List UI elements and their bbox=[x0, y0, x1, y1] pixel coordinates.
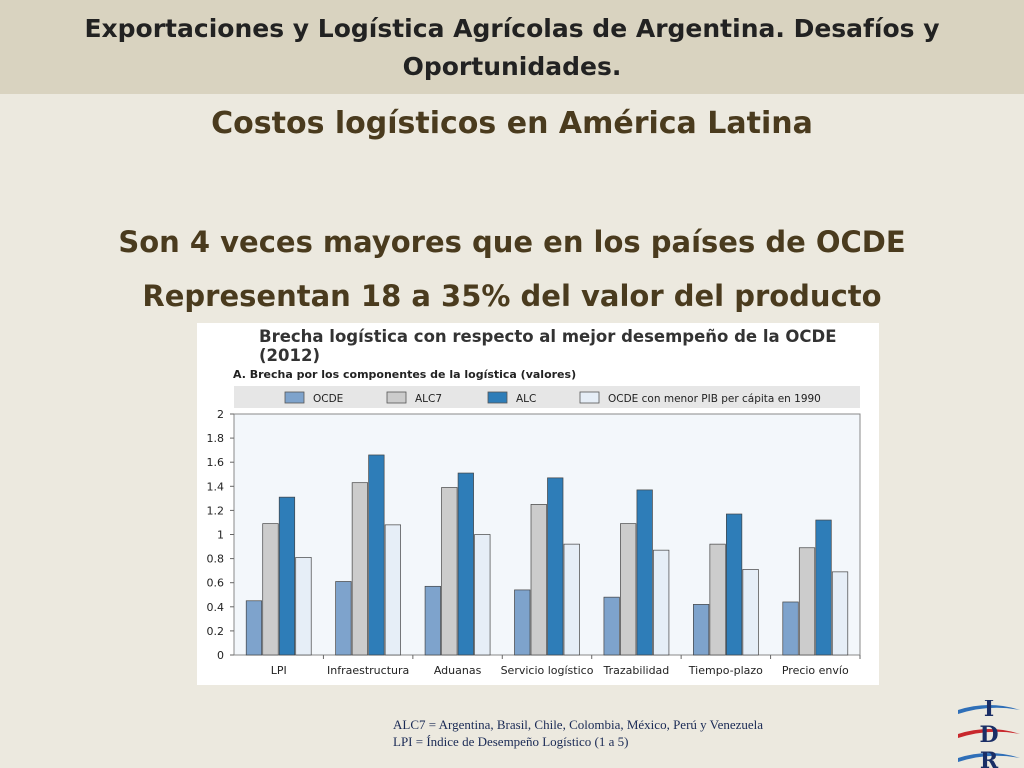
chart-panel-title: A. Brecha por los componentes de la logí… bbox=[233, 368, 577, 381]
bar-4-1 bbox=[514, 589, 531, 656]
legend-swatch-3 bbox=[487, 391, 508, 404]
bar-4-2 bbox=[530, 504, 547, 656]
legend-label-3: ALC bbox=[516, 393, 536, 405]
bar-3-1 bbox=[424, 585, 441, 656]
y-tick-label-0: 0 bbox=[217, 649, 224, 662]
bar-7-2 bbox=[798, 547, 816, 656]
logo-letter-d: D bbox=[979, 722, 998, 748]
bar-2-3 bbox=[368, 454, 385, 656]
bar-6-1 bbox=[693, 604, 710, 656]
footnotes: ALC7 = Argentina, Brasil, Chile, Colombi… bbox=[393, 716, 933, 750]
bar-1-2 bbox=[262, 523, 279, 656]
bar-7-4 bbox=[831, 571, 849, 656]
legend-label-2: ALC7 bbox=[415, 393, 442, 405]
bar-1-4 bbox=[295, 557, 312, 656]
bar-2-2 bbox=[351, 482, 368, 656]
chart-title: Brecha logística con respecto al mejor d… bbox=[259, 327, 837, 365]
y-tick-label-4: 0.8 bbox=[207, 553, 225, 566]
x-tick-label-1: Infraestructura bbox=[327, 664, 409, 677]
bar-6-4 bbox=[742, 569, 759, 656]
bar-3-4 bbox=[474, 534, 491, 656]
bar-7-3 bbox=[815, 519, 832, 656]
bar-chart: OCDE ALC7 ALC OCDE con menor PIB per cápita… bbox=[207, 386, 861, 677]
legend-label-4: OCDE con menor PIB per cápita en 1990 bbox=[608, 393, 821, 405]
footnote-lpi: LPI = Índice de Desempeño Logístico (1 a… bbox=[393, 734, 629, 749]
bar-7-1 bbox=[782, 601, 799, 656]
plot-area bbox=[233, 413, 861, 656]
logo-swoosh-middle bbox=[958, 729, 1020, 738]
slide-header: Exportaciones y Logística Agrícolas de A… bbox=[0, 0, 1024, 94]
x-tick-label-4: Trazabilidad bbox=[603, 664, 670, 677]
bar-5-3 bbox=[636, 489, 653, 656]
legend-swatch-1 bbox=[284, 391, 305, 404]
legend-swatch-2 bbox=[386, 391, 407, 404]
bar-4-3 bbox=[547, 477, 564, 656]
bar-1-3 bbox=[278, 496, 296, 656]
x-tick-label-5: Tiempo-plazo bbox=[688, 664, 763, 677]
slide-subtitle: Costos logísticos en América Latina bbox=[211, 106, 813, 141]
x-tick-label-3: Servicio logístico bbox=[501, 664, 594, 677]
x-tick-label-0: LPI bbox=[271, 664, 287, 677]
x-tick-label-2: Aduanas bbox=[434, 664, 482, 677]
legend-swatch-4 bbox=[579, 391, 600, 404]
bar-5-4 bbox=[653, 549, 670, 656]
logo-letter-i: I bbox=[984, 700, 994, 722]
y-tick-label-1: 0.2 bbox=[207, 625, 225, 638]
idr-logo: IDR bbox=[958, 700, 1020, 768]
y-tick-label-8: 1.6 bbox=[207, 456, 225, 469]
x-tick-label-6: Precio envío bbox=[782, 664, 849, 677]
bullet-2: Representan 18 a 35% del valor del produ… bbox=[142, 279, 882, 313]
y-tick-label-3: 0.6 bbox=[207, 577, 225, 590]
footnote-alc7: ALC7 = Argentina, Brasil, Chile, Colombi… bbox=[393, 717, 764, 732]
legend-label-1: OCDE bbox=[313, 393, 343, 405]
y-tick-label-7: 1.4 bbox=[207, 480, 225, 493]
bar-6-2 bbox=[709, 543, 726, 656]
y-tick-label-5: 1 bbox=[217, 529, 224, 542]
bullet-1: Son 4 veces mayores que en los países de… bbox=[118, 225, 906, 259]
header-title: Exportaciones y Logística Agrícolas de A… bbox=[84, 14, 940, 81]
logo-swoosh-top bbox=[958, 705, 1020, 714]
logo-letter-r: R bbox=[980, 748, 999, 768]
bar-1-1 bbox=[245, 600, 263, 656]
y-tick-label-6: 1.2 bbox=[207, 504, 225, 517]
y-tick-label-10: 2 bbox=[217, 408, 224, 421]
bar-4-4 bbox=[563, 543, 580, 656]
bar-2-1 bbox=[335, 581, 352, 656]
logo-swoosh-bottom bbox=[958, 753, 1020, 762]
bar-6-3 bbox=[726, 513, 743, 656]
bar-2-4 bbox=[384, 524, 401, 656]
chart-panel: Brecha logística con respecto al mejor d… bbox=[197, 323, 879, 685]
bar-3-2 bbox=[441, 487, 458, 656]
y-tick-label-9: 1.8 bbox=[207, 432, 225, 445]
bar-3-3 bbox=[457, 472, 474, 656]
y-tick-label-2: 0.4 bbox=[207, 601, 225, 614]
bar-5-2 bbox=[620, 523, 637, 656]
bar-5-1 bbox=[603, 596, 620, 656]
